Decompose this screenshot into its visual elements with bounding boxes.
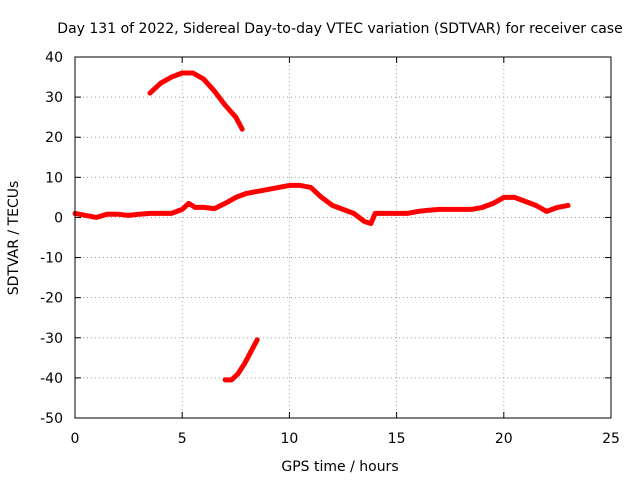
y-axis-label: SDTVAR / TECUs [6, 181, 22, 296]
y-tick-label: 40 [45, 50, 63, 66]
data-series [72, 70, 571, 383]
y-tick-label: -20 [40, 291, 63, 307]
y-tick-label: 10 [45, 170, 63, 186]
y-tick-label: 30 [45, 90, 63, 106]
chart-title: Day 131 of 2022, Sidereal Day-to-day VTE… [57, 21, 622, 37]
plot-frame [74, 56, 612, 419]
y-tick-label: -10 [40, 251, 63, 267]
y-tick-label: 20 [45, 130, 63, 146]
x-tick-label: 20 [495, 431, 513, 447]
y-tick-label: -30 [40, 331, 63, 347]
y-tick-label: -40 [40, 371, 63, 387]
grid-lines [75, 57, 611, 418]
series-main [72, 182, 571, 226]
y-tick-label: -50 [40, 411, 63, 427]
x-axis-label: GPS time / hours [281, 459, 398, 475]
y-tick-label: 0 [54, 210, 63, 226]
series-lower-arc [222, 337, 260, 383]
x-tick-label: 10 [280, 431, 298, 447]
x-tick-labels: 0 5 10 15 20 25 [71, 431, 620, 447]
y-tick-labels: -50 -40 -30 -20 -10 0 10 20 30 40 [40, 50, 63, 427]
series-upper-arc [147, 70, 245, 132]
axis-ticks [74, 56, 612, 419]
x-tick-label: 15 [388, 431, 406, 447]
x-tick-label: 5 [178, 431, 187, 447]
x-tick-label: 0 [71, 431, 80, 447]
x-tick-label: 25 [602, 431, 620, 447]
